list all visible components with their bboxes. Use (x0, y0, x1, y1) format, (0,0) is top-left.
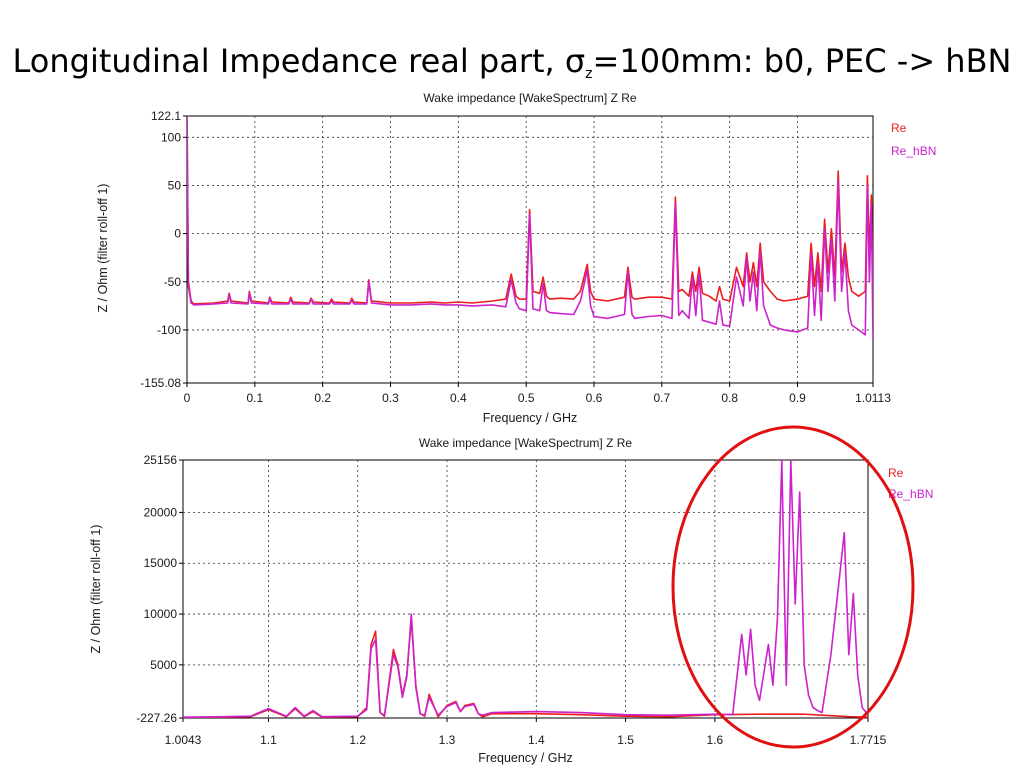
chart-bottom: 1.0043 1.1 1.2 1.3 1.4 1.5 1.6 1.7715 25156 20000… (89, 436, 933, 765)
x-tick-label: 1.0043 (165, 733, 202, 747)
x-tick-label: 0.4 (450, 391, 467, 405)
x-tick-label: 0.9 (789, 391, 806, 405)
y-tick-label: 15000 (144, 556, 178, 570)
title-main: Longitudinal Impedance real part, σ (12, 42, 586, 80)
x-tick-label: 1.6 (707, 733, 724, 747)
x-tick-label: 0.7 (653, 391, 670, 405)
y-tick-label: 20000 (144, 505, 178, 519)
chart-title: Wake impedance [WakeSpectrum] Z Re (419, 436, 633, 450)
x-tick-label: 1.0113 (855, 391, 891, 405)
y-axis-label: Z / Ohm (filter roll-off 1) (89, 525, 103, 654)
plot-frame (186, 115, 874, 384)
legend-entry-re: Re (891, 121, 907, 135)
chart-title: Wake impedance [WakeSpectrum] Z Re (423, 91, 637, 105)
legend-entry-re: Re (888, 466, 904, 480)
x-tick-label: 0.8 (721, 391, 738, 405)
x-tick-label: 0.6 (586, 391, 603, 405)
y-tick-label: 5000 (150, 658, 177, 672)
x-tick-label: 1.3 (439, 733, 456, 747)
x-tick-label: 0.5 (518, 391, 535, 405)
y-tick-label: -155.08 (140, 376, 181, 390)
y-tick-label: -100 (157, 323, 181, 337)
series-line-re-hbn (183, 460, 868, 718)
x-tick-label: 1.5 (617, 733, 634, 747)
y-tick-label: 122.1 (151, 109, 181, 123)
title-rest: =100mm: b0, PEC -> hBN (592, 42, 1012, 80)
series-line-re-hbn (187, 116, 873, 340)
x-axis-label: Frequency / GHz (478, 751, 572, 765)
y-tick-label: 50 (168, 178, 182, 192)
legend-entry-re-hbn: Re_hBN (888, 487, 933, 501)
x-tick-label: 1.1 (260, 733, 277, 747)
chart-top: 0 0.1 0.2 0.3 0.4 0.5 0.6 0.7 0.8 0.9 1.0113 122.1 1… (96, 91, 936, 425)
plot-frame (182, 459, 869, 719)
y-tick-label: 0 (174, 227, 181, 241)
x-tick-label: 0.2 (314, 391, 331, 405)
slide-title: Longitudinal Impedance real part, σz=100… (0, 42, 1024, 82)
title-subscript: z (585, 66, 593, 82)
y-axis-label: Z / Ohm (filter roll-off 1) (96, 184, 110, 313)
x-tick-label: 1.4 (528, 733, 545, 747)
highlight-circle (671, 425, 915, 749)
x-tick-label: 0.3 (382, 391, 399, 405)
legend-entry-re-hbn: Re_hBN (891, 144, 936, 158)
y-tick-label: -227.26 (136, 711, 177, 725)
x-tick-label: 0 (184, 391, 191, 405)
y-tick-label: 10000 (144, 607, 178, 621)
x-axis-label: Frequency / GHz (483, 411, 577, 425)
y-tick-label: 25156 (144, 453, 178, 467)
y-tick-label: 100 (161, 130, 181, 144)
x-tick-label: 0.1 (246, 391, 263, 405)
y-tick-label: -50 (164, 275, 182, 289)
x-tick-label: 1.7715 (850, 733, 887, 747)
x-tick-label: 1.2 (349, 733, 366, 747)
